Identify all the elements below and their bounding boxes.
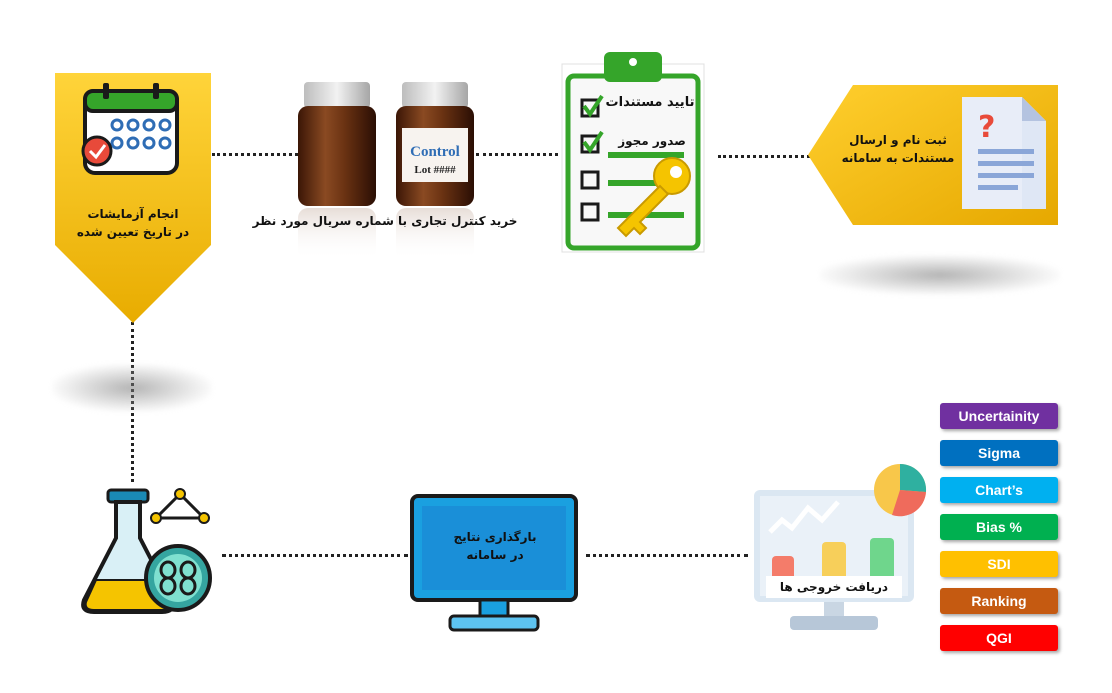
clipboard-icon bbox=[561, 52, 705, 253]
document-question-icon: ? bbox=[962, 97, 1046, 209]
bottles-icon bbox=[298, 82, 474, 260]
shadow-perform bbox=[52, 364, 212, 412]
approve-step: تایید مستندات صدور مجوز bbox=[560, 44, 706, 254]
upload-line1: بارگذاری نتایج bbox=[453, 530, 537, 544]
output-tag-qgi: QGI bbox=[940, 625, 1058, 651]
perform-line2: در تاریخ تعیین شده bbox=[76, 225, 190, 239]
connector-perform-purchase bbox=[212, 153, 298, 156]
shadow-register bbox=[820, 255, 1060, 295]
connector-purchase-approve bbox=[476, 153, 558, 156]
key-icon bbox=[616, 157, 691, 238]
monitor-icon bbox=[410, 494, 578, 632]
output-tag-ranking: Ranking bbox=[940, 588, 1058, 614]
upload-step: بارگذاری نتایج در سامانه bbox=[410, 494, 580, 636]
register-line2: مستندات به سامانه bbox=[841, 151, 955, 165]
calendar-check-icon bbox=[81, 83, 179, 175]
lab-flask-icon bbox=[81, 488, 212, 614]
approve-line1: تایید مستندات bbox=[605, 95, 695, 110]
output-tag-bias: Bias % bbox=[940, 514, 1058, 540]
outputs-step: دریافت خروجی ها bbox=[752, 462, 932, 638]
chart-board-icon bbox=[754, 463, 927, 630]
output-tag-uncertainity: Uncertainity bbox=[940, 403, 1058, 429]
output-tag-sdi: SDI bbox=[940, 551, 1058, 577]
perform-step: انجام آزمایشات در تاریخ تعیین شده bbox=[55, 73, 211, 325]
perform-line1: انجام آزمایشات bbox=[87, 207, 179, 221]
connector-approve-register bbox=[718, 155, 810, 158]
svg-text:?: ? bbox=[978, 110, 995, 145]
outputs-caption: دریافت خروجی ها bbox=[766, 576, 902, 598]
purchase-caption: خرید کنترل تجاری با شماره سریال مورد نظر bbox=[252, 214, 518, 228]
purchase-step: Control Lot #### خرید کنترل تجاری با شما… bbox=[253, 78, 520, 270]
upload-line2: در سامانه bbox=[466, 548, 524, 562]
connector-upload-outputs bbox=[586, 554, 748, 557]
bottle-title: Control bbox=[410, 144, 460, 160]
register-line1: ثبت نام و ارسال bbox=[849, 133, 947, 147]
register-step: ثبت نام و ارسال مستندات به سامانه ? bbox=[808, 85, 1058, 225]
approve-line2: صدور مجوز bbox=[618, 134, 686, 148]
bottle-lot: Lot #### bbox=[414, 164, 456, 176]
output-tag-sigma: Sigma bbox=[940, 440, 1058, 466]
connector-lab-upload bbox=[222, 554, 408, 557]
output-tag-charts: Chart’s bbox=[940, 477, 1058, 503]
